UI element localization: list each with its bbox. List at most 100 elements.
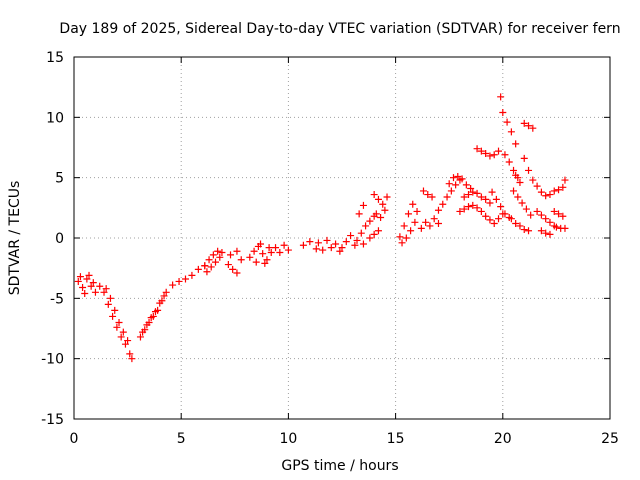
data-point — [162, 288, 170, 296]
data-point — [151, 308, 159, 316]
data-point — [81, 290, 89, 298]
data-point — [482, 212, 490, 220]
data-point — [284, 246, 292, 254]
data-point — [407, 227, 415, 235]
data-point — [205, 256, 213, 264]
data-point — [252, 258, 260, 266]
data-point — [462, 181, 470, 189]
data-point — [218, 248, 226, 256]
data-point — [559, 183, 567, 191]
axis-ticks — [73, 56, 611, 420]
x-tick-labels: 0 5 10 15 20 25 — [70, 431, 619, 447]
data-point — [332, 240, 340, 248]
data-point — [503, 118, 511, 126]
data-point — [362, 222, 370, 230]
data-points — [74, 93, 569, 363]
data-point — [546, 218, 554, 226]
data-point — [79, 283, 87, 291]
data-point — [486, 199, 494, 207]
data-point — [490, 220, 498, 228]
data-point — [497, 93, 505, 101]
data-point — [233, 247, 241, 255]
data-point — [201, 262, 209, 270]
data-point — [422, 218, 430, 226]
data-point — [357, 229, 365, 237]
data-point — [527, 211, 535, 219]
data-point — [482, 150, 490, 158]
data-point — [546, 230, 554, 238]
y-axis-label: SDTVAR / TECUs — [7, 181, 23, 296]
data-point — [434, 206, 442, 214]
data-point — [312, 245, 320, 253]
data-point — [280, 241, 288, 249]
data-point — [488, 188, 496, 196]
data-point — [482, 195, 490, 203]
data-point — [404, 210, 412, 218]
data-point — [452, 181, 460, 189]
data-point — [542, 192, 550, 200]
data-point — [250, 247, 258, 255]
data-point — [520, 154, 528, 162]
data-point — [237, 256, 245, 264]
data-point — [319, 246, 327, 254]
data-point — [434, 220, 442, 228]
data-point — [542, 215, 550, 223]
data-point — [518, 199, 526, 207]
data-point — [366, 217, 374, 225]
data-point — [246, 253, 254, 261]
data-point — [537, 188, 545, 196]
y-tick-label: 5 — [55, 171, 64, 187]
data-point — [306, 238, 314, 246]
x-tick-label: 15 — [387, 431, 405, 447]
y-tick-label: -5 — [50, 291, 64, 307]
data-point — [512, 220, 520, 228]
data-point — [522, 205, 530, 213]
data-point — [559, 212, 567, 220]
data-point — [525, 166, 533, 174]
data-point — [533, 207, 541, 215]
data-point — [351, 241, 359, 249]
data-point — [529, 176, 537, 184]
data-point — [121, 340, 129, 348]
data-point — [91, 288, 99, 296]
data-point — [460, 193, 468, 201]
data-point — [156, 299, 164, 307]
data-point — [464, 203, 472, 211]
data-point — [355, 210, 363, 218]
data-point — [272, 244, 280, 252]
data-point — [447, 187, 455, 195]
data-point — [510, 187, 518, 195]
data-point — [417, 224, 425, 232]
data-point — [402, 234, 410, 242]
data-point — [516, 222, 524, 230]
data-point — [424, 191, 432, 199]
data-point — [370, 230, 378, 238]
data-point — [449, 174, 457, 182]
data-point — [212, 258, 220, 266]
y-tick-label: -10 — [41, 352, 64, 368]
data-point — [207, 263, 215, 271]
data-point — [550, 187, 558, 195]
x-tick-label: 5 — [177, 431, 186, 447]
data-point — [419, 187, 427, 195]
data-point — [372, 210, 380, 218]
data-point — [411, 218, 419, 226]
data-point — [383, 193, 391, 201]
data-point — [477, 193, 485, 201]
data-point — [381, 206, 389, 214]
data-point — [160, 292, 168, 300]
data-point — [147, 314, 155, 322]
data-point — [507, 215, 515, 223]
data-point — [216, 253, 224, 261]
data-point — [119, 328, 127, 336]
data-point — [214, 247, 222, 255]
data-point — [76, 273, 84, 281]
data-point — [374, 227, 382, 235]
data-point — [514, 193, 522, 201]
data-point — [106, 294, 114, 302]
data-point — [490, 151, 498, 159]
data-point — [323, 236, 331, 244]
data-point — [203, 268, 211, 276]
data-point — [542, 229, 550, 237]
data-point — [486, 152, 494, 160]
